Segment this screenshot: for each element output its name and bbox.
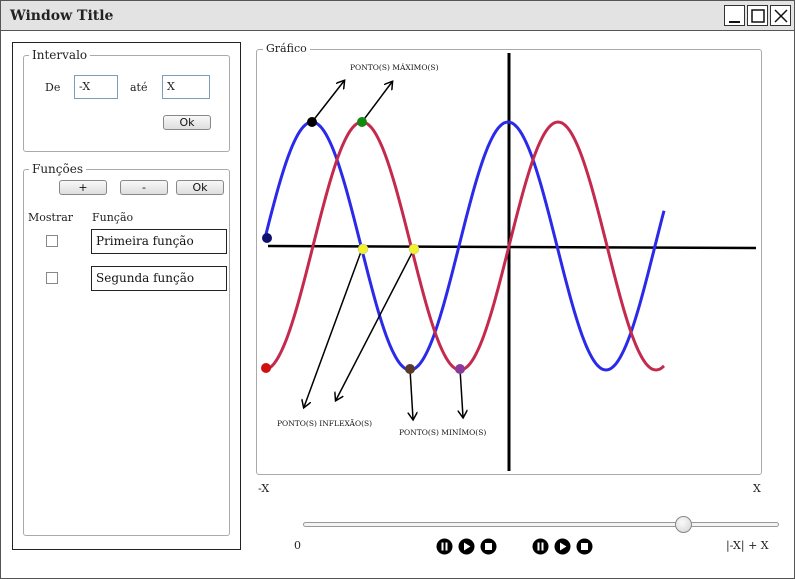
de-label: De [45,81,61,94]
inflexao-arrow-2 [336,248,415,400]
maximize-button[interactable] [747,5,768,26]
play-icon[interactable] [554,538,571,555]
ate-input[interactable]: X [162,75,210,99]
mostrar-column-header: Mostrar [28,211,74,224]
max-point-blue [307,117,317,127]
title-bar: Window Title [1,1,794,31]
close-button[interactable] [770,5,791,26]
minimize-button[interactable] [724,5,745,26]
start-point-blue [262,233,272,243]
max-arrow-2 [361,82,392,123]
start-point-red [261,363,271,373]
funcoes-group: Funções [23,162,230,536]
inflexao-annotation: PONTO(S) INFLEXÃO(S) [277,419,372,428]
show-function-2-checkbox[interactable] [46,272,58,284]
funcao-column-header: Função [92,211,134,224]
inflexao-arrow-1 [304,248,363,407]
slider-start-label: 0 [294,539,301,552]
inflection-point-1 [357,243,369,255]
red-function-curve [265,120,666,372]
max-arrow-1 [311,81,344,123]
close-icon [774,9,788,23]
min-annotation: PONTO(S) MINÍMO(S) [399,428,486,437]
intervalo-ok-button[interactable]: Ok [163,115,211,130]
grafico-group [256,49,762,475]
time-slider-track[interactable] [303,522,779,527]
slider-end-label: |-X| + X [726,539,769,552]
intervalo-legend: Intervalo [32,48,88,62]
x-min-label: -X [258,482,270,495]
funcoes-legend: Funções [32,162,83,176]
stop-icon[interactable] [576,538,593,555]
window-title: Window Title [10,8,114,24]
add-function-button[interactable]: + [59,180,107,195]
minimize-icon [729,21,740,23]
pause-icon[interactable] [436,538,453,555]
min-point-blue [405,364,415,374]
min-arrow-1 [410,368,413,419]
funcoes-ok-button[interactable]: Ok [176,180,224,195]
function-1-field[interactable]: Primeira função [91,229,227,254]
play-icon[interactable] [458,538,475,555]
de-input[interactable]: -X [74,75,118,99]
min-arrow-2 [460,368,463,417]
blue-function-curve [264,120,666,372]
show-function-1-checkbox[interactable] [46,235,58,247]
inflection-point-2 [408,243,420,255]
max-point-red [357,117,367,127]
x-axis [267,244,757,250]
grafico-legend: Gráfico [263,42,310,55]
min-point-red [455,364,465,374]
time-slider-thumb[interactable] [675,516,692,533]
maximize-icon [751,9,765,23]
max-annotation: PONTO(S) MÁXIMO(S) [350,63,439,72]
stop-icon[interactable] [480,538,497,555]
pause-icon[interactable] [532,538,549,555]
intervalo-group: Intervalo [23,48,230,152]
function-2-field[interactable]: Segunda função [91,266,227,291]
remove-function-button[interactable]: - [120,180,168,195]
x-max-label: X [753,482,761,495]
ate-label: até [130,81,148,94]
